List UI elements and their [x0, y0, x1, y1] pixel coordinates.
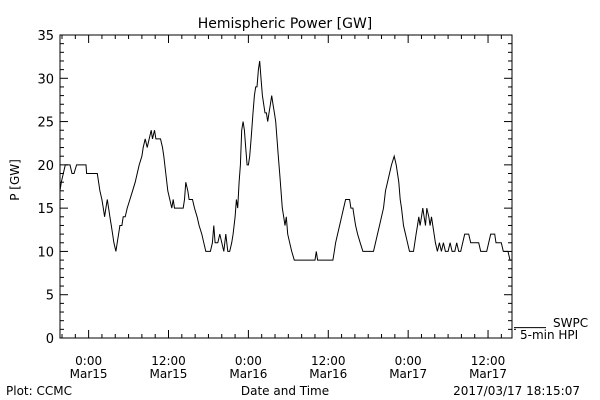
plot-credit: Plot: CCMC [6, 384, 72, 398]
y-tick-label: 15 [37, 202, 54, 217]
y-tick-label: 5 [46, 289, 54, 304]
x-tick-time-label: 12:00 [471, 354, 506, 368]
y-tick-label: 25 [37, 116, 54, 131]
y-tick-label: 10 [37, 245, 54, 260]
x-axis-label: Date and Time [241, 384, 329, 398]
x-tick-date-label: Mar17 [469, 367, 507, 381]
y-tick-label: 35 [37, 29, 54, 44]
x-tick-date-label: Mar15 [70, 367, 108, 381]
legend-entry: SWPC [553, 316, 588, 330]
x-tick-time-label: 0:00 [235, 354, 262, 368]
y-tick-label: 0 [46, 332, 54, 347]
x-axis: 0:00Mar1512:00Mar150:00Mar1612:00Mar160:… [61, 35, 507, 381]
plot-area-frame [59, 34, 513, 339]
y-tick-label: 30 [37, 72, 54, 87]
x-tick-time-label: 0:00 [395, 354, 422, 368]
x-tick-time-label: 12:00 [151, 354, 186, 368]
x-tick-time-label: 12:00 [311, 354, 346, 368]
x-tick-time-label: 0:00 [75, 354, 102, 368]
legend-entry: 5-min HPI [520, 328, 578, 342]
x-tick-date-label: Mar15 [150, 367, 188, 381]
y-tick-label: 20 [37, 159, 54, 174]
x-tick-date-label: Mar16 [309, 367, 347, 381]
y-axis-label-group: P [GW] [8, 159, 22, 201]
y-axis: 0 5 10 15 20 25 30 35 [37, 29, 512, 347]
x-tick-date-label: Mar16 [229, 367, 267, 381]
x-tick-date-label: Mar17 [389, 367, 427, 381]
series-line-swpc [59, 60, 512, 261]
chart-title: Hemispheric Power [GW] [198, 16, 373, 32]
y-axis-label: P [GW] [8, 159, 22, 201]
series-layer [59, 60, 512, 261]
plot-timestamp: 2017/03/17 18:15:07 [453, 384, 580, 398]
